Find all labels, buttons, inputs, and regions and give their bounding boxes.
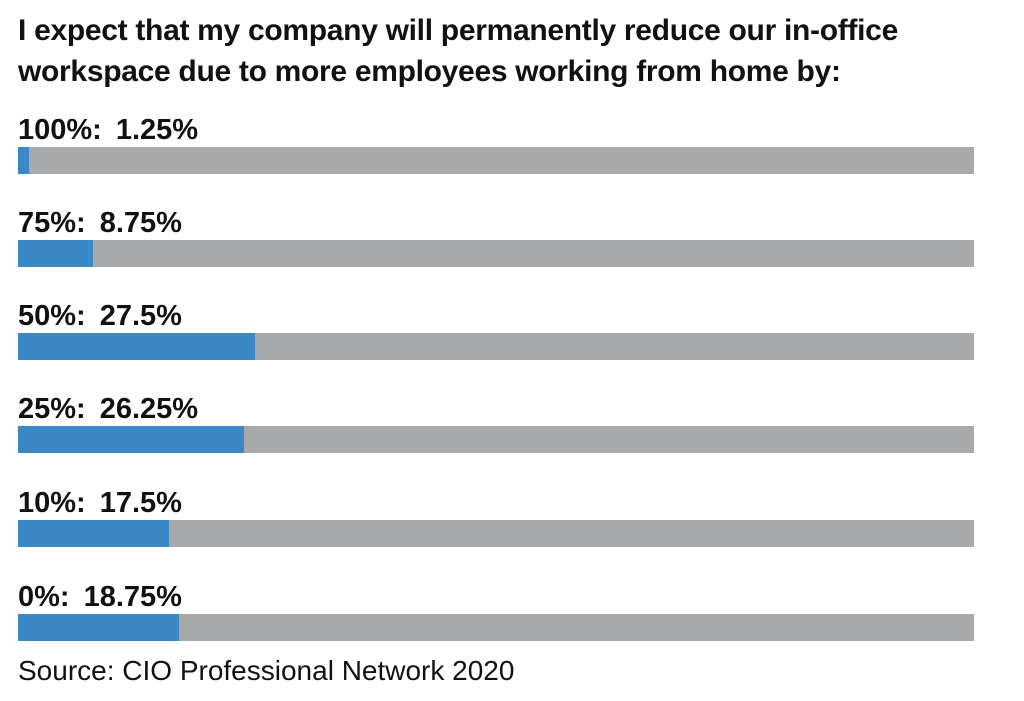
bar (18, 240, 93, 267)
bar-track (18, 147, 974, 174)
bar-row: 10%: 17.5% (18, 486, 974, 556)
category-label: 25%: (18, 393, 86, 425)
value-label: 27.5% (99, 300, 182, 332)
bar-track (18, 614, 974, 641)
category-label: 0%: (18, 581, 70, 613)
bar (18, 614, 179, 641)
bar-row: 100%: 1.25% (18, 113, 974, 183)
bar-label: 0%: 18.75% (18, 580, 182, 614)
bar-row: 50%: 27.5% (18, 299, 974, 369)
bar-row: 25%: 26.25% (18, 392, 974, 462)
bar-label: 100%: 1.25% (18, 113, 198, 147)
bar-label: 50%: 27.5% (18, 299, 182, 333)
bar-track (18, 333, 974, 360)
value-label: 17.5% (99, 487, 182, 519)
bar-track (18, 520, 974, 547)
bar-label: 25%: 26.25% (18, 392, 198, 426)
chart-title: I expect that my company will permanentl… (18, 14, 898, 88)
bar-track (18, 426, 974, 453)
category-label: 75%: (18, 207, 86, 239)
bar-row: 75%: 8.75% (18, 206, 974, 276)
bar (18, 147, 29, 174)
bar-label: 10%: 17.5% (18, 486, 182, 520)
category-label: 10%: (18, 487, 86, 519)
value-label: 18.75% (83, 581, 182, 613)
category-label: 100%: (18, 114, 102, 146)
category-label: 50%: (18, 300, 86, 332)
bar (18, 520, 169, 547)
bar (18, 426, 244, 453)
bar-track (18, 240, 974, 267)
source-note: Source: CIO Professional Network 2020 (18, 655, 515, 686)
bar-label: 75%: 8.75% (18, 206, 182, 240)
bar (18, 333, 255, 360)
bar-row: 0%: 18.75% (18, 580, 974, 650)
value-label: 26.25% (99, 393, 199, 425)
value-label: 8.75% (99, 207, 182, 239)
value-label: 1.25% (115, 114, 199, 146)
